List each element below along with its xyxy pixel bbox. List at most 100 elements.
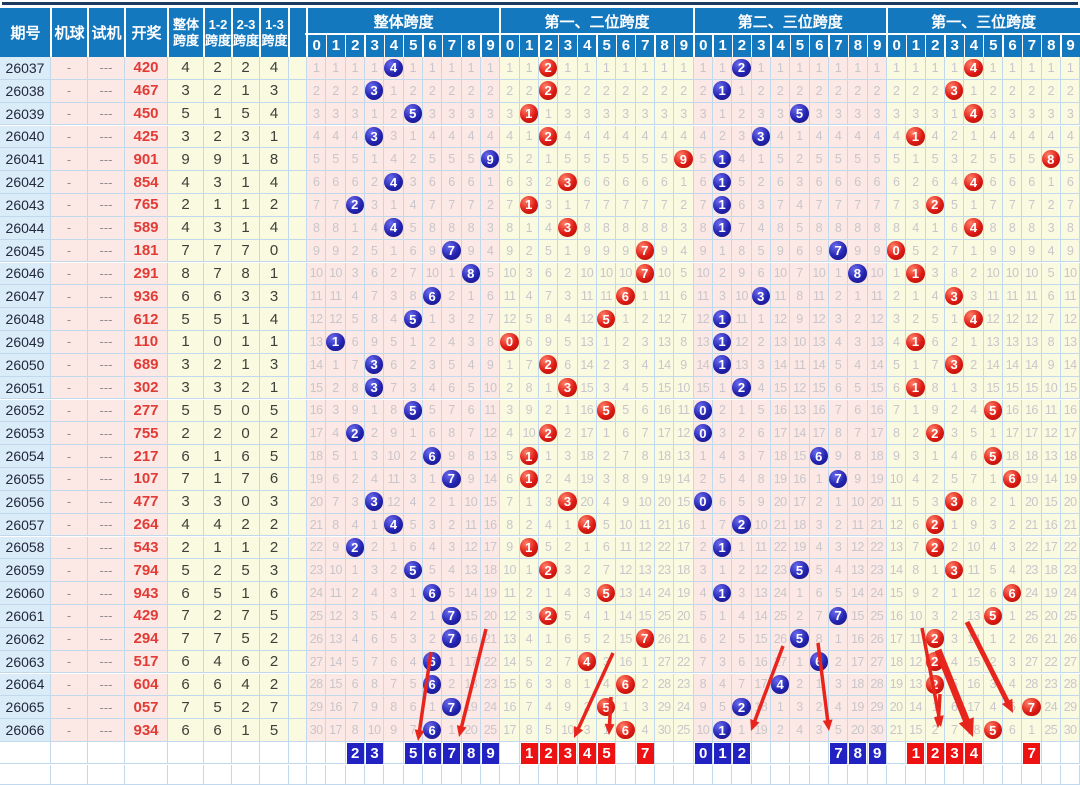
span23-cell-value: 2 xyxy=(241,59,250,77)
miss-count: 1 xyxy=(970,197,977,212)
miss-count-cell: 10 xyxy=(693,262,713,286)
span12-cell: 1 xyxy=(204,445,232,468)
miss-count-cell: 10 xyxy=(500,262,520,286)
span-ball-cell: 7 xyxy=(442,239,462,263)
miss-count-cell: 9 xyxy=(635,468,655,491)
miss-count: 9 xyxy=(370,334,378,349)
miss-count-cell: 15 xyxy=(906,719,926,742)
miss-count-cell: 5 xyxy=(732,490,752,514)
span13-cell-value: 1 xyxy=(269,379,279,397)
header-separator xyxy=(692,8,695,57)
miss-count-cell: 2 xyxy=(809,696,829,720)
miss-count-cell: 2 xyxy=(732,422,752,446)
miss-count-cell: 3 xyxy=(384,582,404,605)
miss-count-cell: 4 xyxy=(538,513,559,537)
empty-footer-cell xyxy=(1002,742,1023,765)
miss-count-cell: 12 xyxy=(326,605,346,628)
miss-count-cell: 2 xyxy=(828,285,849,309)
miss-count: 7 xyxy=(950,243,958,258)
miss-count-cell: 2 xyxy=(500,376,520,400)
miss-count: 6 xyxy=(506,175,513,190)
miss-count: 8 xyxy=(467,220,475,235)
draw-number-cell-value: 477 xyxy=(133,493,159,511)
miss-count: 5 xyxy=(776,152,784,167)
miss-count-cell: 8 xyxy=(422,216,443,240)
miss-count: 15 xyxy=(677,494,690,509)
miss-count-cell: 8 xyxy=(519,719,539,742)
issue-cell: 26055 xyxy=(0,468,51,491)
miss-count: 12 xyxy=(638,540,652,555)
issue-cell: 26050 xyxy=(0,353,51,377)
miss-count: 5 xyxy=(312,152,320,167)
miss-count-cell: 15 xyxy=(867,376,887,400)
miss-count-cell: 15 xyxy=(461,605,481,628)
miss-count-cell: 29 xyxy=(307,696,327,720)
miss-count-cell: 3 xyxy=(944,148,965,172)
miss-count: 8 xyxy=(892,426,900,441)
miss-count-cell: 3 xyxy=(751,102,771,126)
miss-count-cell: 2 xyxy=(828,79,849,103)
overall-span-cell: 3 xyxy=(168,490,204,514)
miss-count: 9 xyxy=(757,494,765,509)
miss-count-cell: 13 xyxy=(480,445,501,468)
miss-count: 4 xyxy=(486,129,494,144)
miss-count-cell: 4 xyxy=(944,650,965,674)
red-span-ball: 2 xyxy=(538,58,558,78)
miss-count-cell: 2 xyxy=(403,148,423,172)
miss-count: 11 xyxy=(870,289,883,304)
miss-count: 1 xyxy=(583,540,591,555)
miss-count: 1 xyxy=(815,677,823,692)
miss-count: 1 xyxy=(796,60,803,75)
miss-count-cell: 1 xyxy=(944,513,965,537)
miss-count: 10 xyxy=(522,426,536,441)
issue-cell: 26042 xyxy=(0,171,51,194)
miss-count: 2 xyxy=(699,540,707,555)
miss-count-cell: 6 xyxy=(964,445,984,468)
miss-count: 4 xyxy=(448,129,455,144)
miss-count: 3 xyxy=(931,106,939,121)
red-span-ball: 3 xyxy=(558,218,577,237)
miss-count-cell: 7 xyxy=(906,536,926,560)
miss-count: 1 xyxy=(950,60,958,75)
miss-count: 21 xyxy=(677,631,690,646)
empty-footer-cell xyxy=(964,764,984,785)
miss-count-cell: 21 xyxy=(674,627,694,651)
span12-cell: 5 xyxy=(204,696,232,720)
miss-count: 2 xyxy=(564,266,571,281)
miss-count: 1 xyxy=(641,60,649,75)
miss-count: 8 xyxy=(390,700,397,715)
miss-count: 8 xyxy=(738,243,745,258)
overall-span-cell-value: 9 xyxy=(181,150,190,168)
miss-count-cell: 6 xyxy=(654,171,675,194)
miss-count-cell: 20 xyxy=(770,490,791,514)
miss-count: 3 xyxy=(370,563,378,578)
red-span-ball: 7 xyxy=(635,264,654,283)
miss-count: 13 xyxy=(851,563,864,578)
test-draw-cell-value: --- xyxy=(99,197,113,213)
span12-cell-value: 7 xyxy=(213,630,222,648)
red-span-ball: 3 xyxy=(944,355,964,374)
miss-count-cell: 30 xyxy=(867,719,887,742)
issue-cell: 26056 xyxy=(0,490,51,514)
miss-count: 1 xyxy=(854,60,861,75)
miss-count: 1 xyxy=(641,289,649,304)
miss-count-cell: 2 xyxy=(1002,79,1023,103)
miss-count: 5 xyxy=(738,494,745,509)
machine-ball-cell: - xyxy=(51,490,88,514)
issue-cell-value: 26045 xyxy=(5,242,45,259)
header-digit: 9 xyxy=(486,37,495,54)
miss-count: 8 xyxy=(873,220,881,235)
miss-count: 17 xyxy=(329,723,342,738)
miss-count-cell: 4 xyxy=(461,353,481,377)
blue-span-ball: 3 xyxy=(364,355,384,374)
miss-count: 4 xyxy=(506,129,513,144)
span-ball-cell: 4 xyxy=(964,171,984,194)
miss-count-cell: 1 xyxy=(461,285,481,309)
span12-cell-value: 1 xyxy=(213,447,222,465)
miss-count-cell: 1 xyxy=(925,696,945,720)
miss-count-cell: 17 xyxy=(964,696,984,720)
summary-red-cell: 7 xyxy=(1023,742,1041,764)
miss-count-cell: 12 xyxy=(790,376,810,400)
miss-count: 4 xyxy=(544,700,552,715)
span23-cell-value: 0 xyxy=(241,493,250,511)
